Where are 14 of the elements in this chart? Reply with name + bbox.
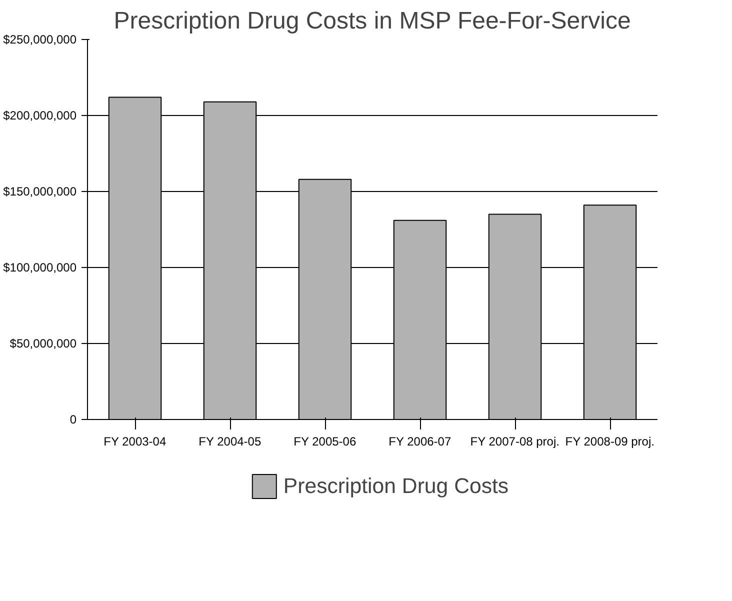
x-tick-label: FY 2003-04 — [104, 434, 166, 448]
x-tick-label: FY 2004-05 — [198, 434, 262, 448]
x-tick-label: FY 2007-08 proj. — [470, 434, 560, 448]
y-tick-label: $250,000,000 — [3, 32, 77, 46]
y-tick-label: $50,000,000 — [10, 336, 77, 350]
y-tick-label: $200,000,000 — [3, 108, 77, 122]
y-tick-label: $100,000,000 — [3, 260, 77, 274]
chart-title: Prescription Drug Costs in MSP Fee-For-Service — [114, 8, 631, 34]
x-tick-label: FY 2008-09 proj. — [565, 434, 654, 448]
x-tick-label: FY 2005-06 — [294, 434, 356, 448]
x-tick-label: FY 2006-07 — [388, 434, 452, 448]
y-tick-label: $150,000,000 — [3, 184, 77, 198]
y-tick-label: 0 — [70, 412, 77, 426]
legend-label: Prescription Drug Costs — [283, 474, 509, 498]
